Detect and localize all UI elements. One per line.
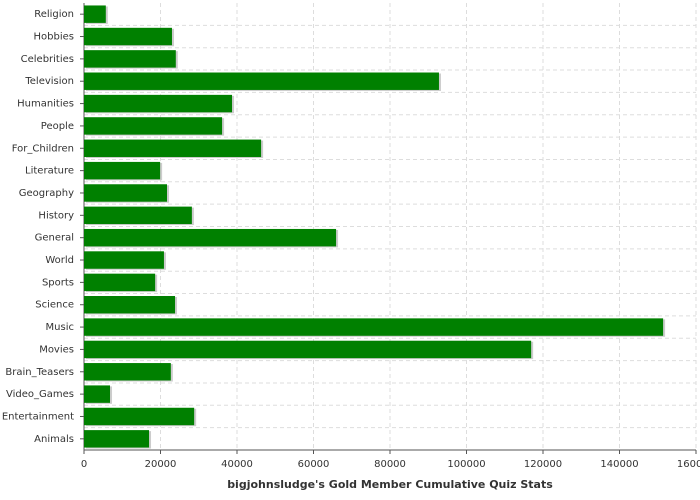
bar bbox=[84, 27, 172, 46]
y-tick-label: General bbox=[35, 233, 74, 244]
bar bbox=[84, 5, 106, 23]
x-tick-label: 140000 bbox=[600, 459, 638, 470]
bar bbox=[84, 228, 337, 247]
bar bbox=[84, 318, 664, 336]
y-tick-label: Literature bbox=[25, 166, 74, 177]
x-tick-label: 160000 bbox=[677, 459, 700, 470]
x-tick-label: 60000 bbox=[298, 459, 330, 470]
y-tick-label: Music bbox=[46, 322, 74, 333]
y-tick-label: Humanities bbox=[17, 99, 74, 110]
y-tick-label: Religion bbox=[34, 9, 74, 20]
y-tick-label: Sports bbox=[42, 277, 74, 288]
bar bbox=[84, 296, 176, 314]
bar bbox=[84, 72, 439, 90]
x-tick-label: 80000 bbox=[374, 459, 406, 470]
bar bbox=[84, 94, 233, 113]
bar bbox=[84, 206, 192, 225]
y-tick-label: Movies bbox=[39, 344, 74, 355]
y-tick-label: Geography bbox=[19, 188, 74, 199]
y-tick-label: Animals bbox=[34, 434, 74, 445]
y-tick-label: Science bbox=[35, 300, 74, 311]
bar bbox=[84, 139, 262, 157]
chart-title: bigjohnsludge's Gold Member Cumulative Q… bbox=[227, 478, 553, 491]
y-tick-label: World bbox=[45, 255, 74, 266]
bar bbox=[84, 273, 156, 292]
y-tick-label: History bbox=[38, 210, 74, 221]
bar bbox=[84, 340, 532, 359]
bar bbox=[84, 184, 168, 202]
y-tick-label: Entertainment bbox=[2, 411, 74, 422]
y-tick-label: Brain_Teasers bbox=[5, 367, 74, 378]
y-tick-label: Video_Games bbox=[6, 389, 74, 400]
bar bbox=[84, 161, 161, 180]
bar bbox=[84, 407, 195, 426]
bar bbox=[84, 363, 171, 381]
x-tick-label: 40000 bbox=[221, 459, 253, 470]
y-tick-label: Celebrities bbox=[21, 54, 74, 65]
y-tick-label: Television bbox=[24, 76, 74, 87]
bar bbox=[84, 50, 176, 68]
y-tick-label: Hobbies bbox=[34, 32, 74, 43]
bar bbox=[84, 251, 164, 269]
y-tick-label: People bbox=[41, 121, 74, 132]
bar bbox=[84, 117, 223, 135]
y-tick-label: For_Children bbox=[12, 143, 74, 154]
bar bbox=[84, 385, 111, 403]
x-tick-label: 120000 bbox=[524, 459, 562, 470]
bar bbox=[84, 430, 150, 448]
x-tick-label: 20000 bbox=[145, 459, 177, 470]
x-tick-label: 0 bbox=[81, 459, 87, 470]
x-tick-label: 100000 bbox=[447, 459, 485, 470]
